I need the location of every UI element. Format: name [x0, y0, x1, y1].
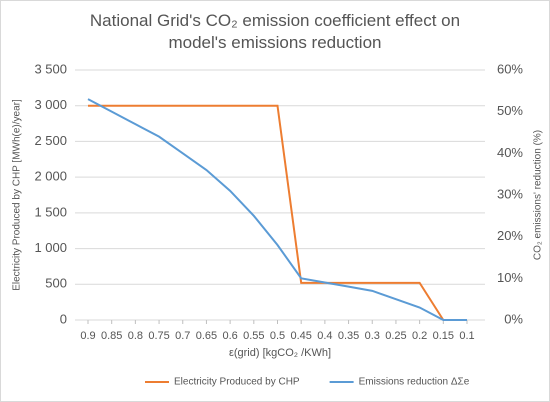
y2-tick-label: 40%: [497, 145, 523, 160]
x-tick-label: 0.25: [385, 330, 406, 342]
y2-axis-label: CO₂ emissions' reduction (%): [533, 130, 544, 260]
legend-label: Emissions reduction ΔΣe: [359, 377, 470, 388]
y-tick-label: 2 500: [34, 133, 67, 148]
series-line: [87, 98, 467, 321]
y2-tick-label: 0%: [504, 311, 523, 326]
y2-tick-label: 50%: [497, 103, 523, 118]
x-tick-label: 0.45: [290, 330, 311, 342]
chart-title: National Grid's CO₂ emission coefficient…: [89, 11, 461, 52]
y-tick-label: 500: [45, 276, 67, 291]
x-axis-label: ε(grid) [kgCO₂ /KWh]: [229, 347, 331, 359]
x-tick-label: 0.15: [433, 330, 454, 342]
y2-tick-label: 30%: [497, 186, 523, 201]
x-tick-label: 0.9: [80, 330, 95, 342]
y-tick-label: 0: [60, 311, 67, 326]
x-tick-label: 0.2: [412, 330, 427, 342]
x-tick-label: 0.6: [222, 330, 237, 342]
y-tick-label: 1 500: [34, 204, 67, 219]
x-tick-label: 0.8: [128, 330, 143, 342]
y2-tick-label: 20%: [497, 228, 523, 243]
x-tick-label: 0.65: [196, 330, 217, 342]
y-tick-label: 3 500: [34, 61, 67, 76]
x-tick-label: 0.85: [101, 330, 122, 342]
x-tick-label: 0.75: [148, 330, 169, 342]
legend-label: Electricity Produced by CHP: [174, 377, 300, 388]
x-tick-label: 0.7: [175, 330, 190, 342]
x-tick-label: 0.35: [338, 330, 359, 342]
x-tick-label: 0.4: [317, 330, 332, 342]
x-tick-label: 0.55: [243, 330, 264, 342]
y2-tick-label: 60%: [497, 61, 523, 76]
y-axis-label: Electricity Produced by CHP [MWh(e)/year…: [12, 99, 23, 291]
x-tick-label: 0.1: [459, 330, 474, 342]
y-tick-label: 2 000: [34, 169, 67, 184]
series-line: [88, 104, 445, 321]
x-tick-label: 0.5: [270, 330, 285, 342]
y-tick-label: 1 000: [34, 240, 67, 255]
x-tick-label: 0.3: [365, 330, 380, 342]
y-tick-label: 3 000: [34, 97, 67, 112]
y2-tick-label: 10%: [497, 270, 523, 285]
